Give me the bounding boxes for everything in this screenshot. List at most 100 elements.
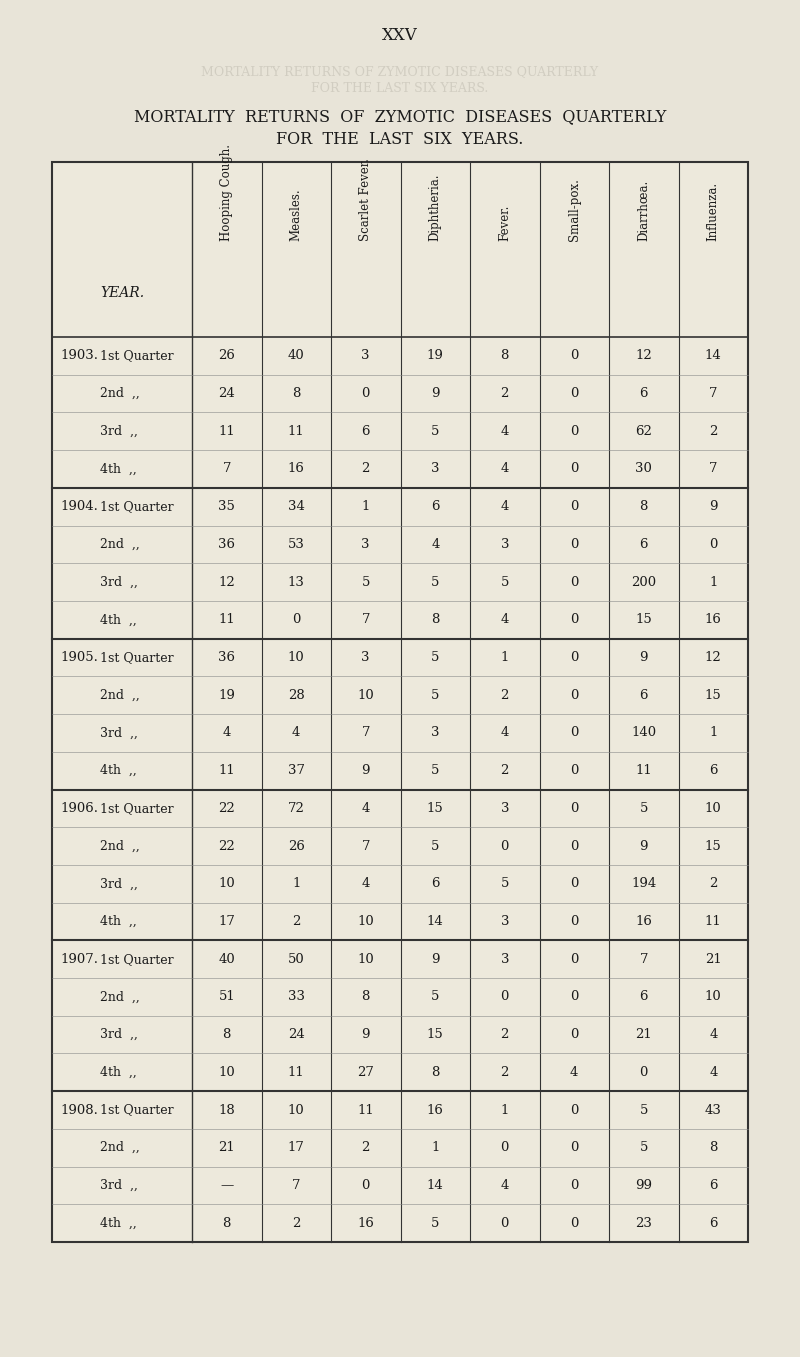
Text: 0: 0 [570, 1029, 578, 1041]
Text: 0: 0 [570, 1103, 578, 1117]
Text: 1: 1 [362, 501, 370, 513]
Text: 7: 7 [362, 726, 370, 740]
Text: 0: 0 [709, 537, 718, 551]
Text: 6: 6 [362, 425, 370, 438]
Text: 3rd  ,,: 3rd ,, [100, 1029, 138, 1041]
Bar [52, 161, 748, 1242]
Text: 0: 0 [501, 991, 509, 1003]
Text: 0: 0 [570, 991, 578, 1003]
Text: 26: 26 [218, 349, 235, 362]
Text: 5: 5 [431, 575, 439, 589]
Text: 0: 0 [570, 425, 578, 438]
Text: 4: 4 [222, 726, 231, 740]
Text: Scarlet Fever.: Scarlet Fever. [359, 157, 372, 240]
Text: 1st Quarter: 1st Quarter [100, 501, 174, 513]
Text: 10: 10 [218, 877, 235, 890]
Text: 5: 5 [431, 689, 439, 702]
Text: 5: 5 [431, 425, 439, 438]
Text: 4: 4 [501, 1179, 509, 1191]
Text: 33: 33 [288, 991, 305, 1003]
Text: 0: 0 [501, 1217, 509, 1229]
Text: 6: 6 [709, 1179, 718, 1191]
Text: 10: 10 [218, 1065, 235, 1079]
Text: 3rd  ,,: 3rd ,, [100, 726, 138, 740]
Text: 40: 40 [288, 349, 305, 362]
Text: FOR  THE  LAST  SIX  YEARS.: FOR THE LAST SIX YEARS. [276, 130, 524, 148]
Text: 2: 2 [292, 1217, 301, 1229]
Text: 0: 0 [570, 726, 578, 740]
Text: 11: 11 [218, 425, 235, 438]
Text: 5: 5 [639, 802, 648, 814]
Text: 1: 1 [501, 651, 509, 664]
Text: 24: 24 [218, 387, 235, 400]
Text: 6: 6 [431, 501, 439, 513]
Text: 21: 21 [218, 1141, 235, 1155]
Text: 14: 14 [705, 349, 722, 362]
Text: 1904.: 1904. [60, 501, 98, 513]
Text: 4: 4 [431, 537, 439, 551]
Text: 4: 4 [501, 501, 509, 513]
Text: Fever.: Fever. [498, 205, 511, 240]
Text: 7: 7 [709, 387, 718, 400]
Text: 6: 6 [709, 764, 718, 778]
Text: 9: 9 [639, 651, 648, 664]
Text: 18: 18 [218, 1103, 235, 1117]
Text: 35: 35 [218, 501, 235, 513]
Text: 2: 2 [362, 1141, 370, 1155]
Text: 2: 2 [501, 689, 509, 702]
Text: 1: 1 [292, 877, 301, 890]
Text: 12: 12 [635, 349, 652, 362]
Text: 15: 15 [427, 1029, 444, 1041]
Text: Diphtheria.: Diphtheria. [429, 174, 442, 240]
Text: 0: 0 [570, 915, 578, 928]
Text: 3: 3 [362, 537, 370, 551]
Text: 4th  ,,: 4th ,, [100, 1217, 137, 1229]
Text: 2: 2 [501, 387, 509, 400]
Text: 0: 0 [570, 802, 578, 814]
Text: 6: 6 [639, 537, 648, 551]
Text: 10: 10 [358, 915, 374, 928]
Text: 3: 3 [431, 463, 439, 475]
Text: 5: 5 [431, 1217, 439, 1229]
Text: 4th  ,,: 4th ,, [100, 764, 137, 778]
Text: 5: 5 [639, 1103, 648, 1117]
Text: 11: 11 [705, 915, 722, 928]
Text: 10: 10 [705, 991, 722, 1003]
Text: 11: 11 [288, 1065, 305, 1079]
Text: 8: 8 [709, 1141, 718, 1155]
Text: 4: 4 [501, 726, 509, 740]
Text: 6: 6 [639, 387, 648, 400]
Text: 3: 3 [431, 726, 439, 740]
Text: 0: 0 [362, 1179, 370, 1191]
Text: 1: 1 [501, 1103, 509, 1117]
Text: 53: 53 [288, 537, 305, 551]
Text: 3: 3 [362, 651, 370, 664]
Text: 14: 14 [427, 915, 444, 928]
Text: 4th  ,,: 4th ,, [100, 915, 137, 928]
Text: 15: 15 [705, 840, 722, 852]
Text: 5: 5 [431, 840, 439, 852]
Text: 12: 12 [705, 651, 722, 664]
Text: 1st Quarter: 1st Quarter [100, 651, 174, 664]
Text: 8: 8 [362, 991, 370, 1003]
Text: 7: 7 [709, 463, 718, 475]
Text: 2: 2 [292, 915, 301, 928]
Text: 14: 14 [427, 1179, 444, 1191]
Text: 0: 0 [570, 613, 578, 627]
Text: Small-pox.: Small-pox. [568, 178, 581, 240]
Text: 3: 3 [501, 537, 509, 551]
Text: 3: 3 [501, 953, 509, 966]
Text: 4: 4 [501, 463, 509, 475]
Text: 16: 16 [427, 1103, 444, 1117]
Text: 37: 37 [288, 764, 305, 778]
Text: 62: 62 [635, 425, 652, 438]
Text: 200: 200 [631, 575, 656, 589]
Text: Diarrhœa.: Diarrhœa. [638, 179, 650, 240]
Text: 6: 6 [639, 689, 648, 702]
Text: 2: 2 [362, 463, 370, 475]
Text: 12: 12 [218, 575, 235, 589]
Text: 10: 10 [358, 689, 374, 702]
Text: 140: 140 [631, 726, 656, 740]
Text: 1905.: 1905. [60, 651, 98, 664]
Text: 17: 17 [288, 1141, 305, 1155]
